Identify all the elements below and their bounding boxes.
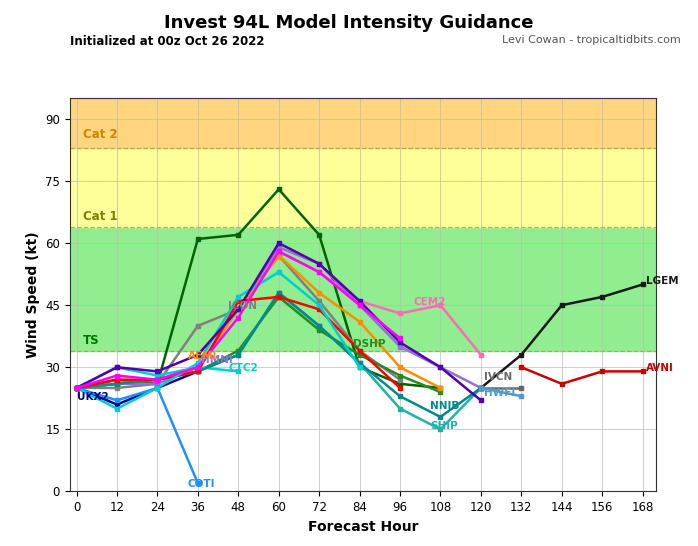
Text: NNIB: NNIB <box>431 401 460 411</box>
Text: Cat 2: Cat 2 <box>83 128 118 140</box>
Text: Invest 94L Model Intensity Guidance: Invest 94L Model Intensity Guidance <box>164 14 534 32</box>
Text: DSHP: DSHP <box>353 339 385 348</box>
Text: CTC2: CTC2 <box>228 364 258 373</box>
X-axis label: Forecast Hour: Forecast Hour <box>308 520 418 533</box>
Text: HWFI: HWFI <box>484 388 516 398</box>
Text: AVNI: AVNI <box>646 364 674 373</box>
Text: ICON: ICON <box>228 301 257 311</box>
Text: UKX2: UKX2 <box>77 393 108 402</box>
Text: CEM2: CEM2 <box>413 297 446 307</box>
Text: TS: TS <box>83 335 100 347</box>
Text: LGEM: LGEM <box>646 276 678 287</box>
Y-axis label: Wind Speed (kt): Wind Speed (kt) <box>26 232 40 358</box>
Text: AEMI: AEMI <box>188 351 217 361</box>
Text: Cat 1: Cat 1 <box>83 210 118 223</box>
Text: IVCN: IVCN <box>484 372 512 382</box>
Text: COTI: COTI <box>188 479 215 489</box>
Bar <box>70 148 656 227</box>
Text: HMNI: HMNI <box>201 355 233 365</box>
Text: SHIP: SHIP <box>431 422 458 431</box>
Bar <box>70 227 656 351</box>
Text: Initialized at 00z Oct 26 2022: Initialized at 00z Oct 26 2022 <box>70 35 265 49</box>
Bar <box>70 351 656 491</box>
Bar <box>70 98 656 148</box>
Text: Levi Cowan - tropicaltidbits.com: Levi Cowan - tropicaltidbits.com <box>502 35 681 45</box>
